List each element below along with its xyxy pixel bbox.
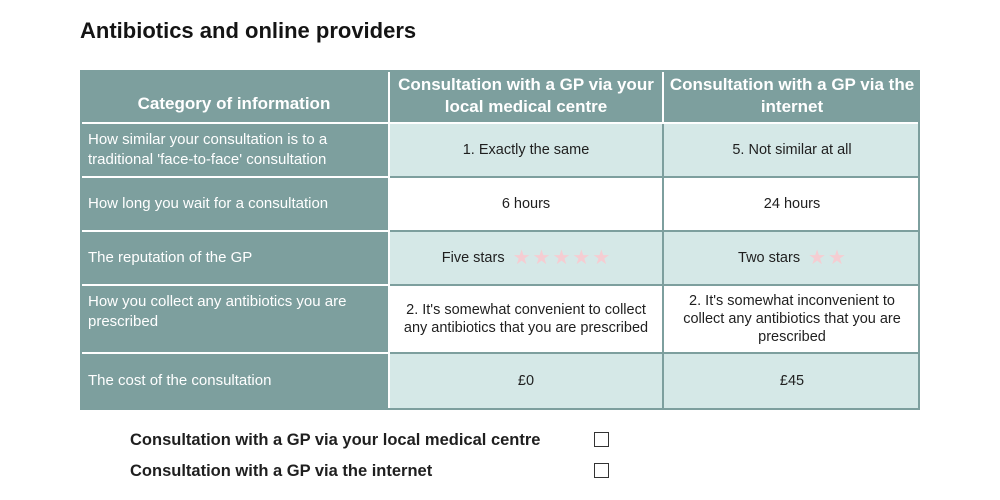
- star-icon: ★: [592, 247, 611, 269]
- checkbox-local-centre[interactable]: [594, 432, 609, 447]
- value-reputation-local: Five stars ★ ★ ★ ★ ★: [390, 232, 664, 286]
- star-rating-internet: ★ ★: [808, 247, 846, 269]
- row-label-reputation: The reputation of the GP: [80, 232, 390, 286]
- row-label-wait: How long you wait for a consultation: [80, 178, 390, 232]
- header-local-centre: Consultation with a GP via your local me…: [390, 70, 664, 124]
- star-icon: ★: [828, 247, 846, 269]
- row-label-similarity: How similar your consultation is to a tr…: [80, 124, 390, 178]
- choice-table: Category of information Consultation wit…: [80, 70, 920, 410]
- value-wait-local: 6 hours: [390, 178, 664, 232]
- star-icon: ★: [572, 247, 591, 269]
- star-icon: ★: [552, 247, 571, 269]
- checkbox-internet[interactable]: [594, 463, 609, 478]
- star-icon: ★: [512, 247, 531, 269]
- star-icon: ★: [808, 247, 827, 269]
- rating-text-internet: Two stars: [738, 250, 801, 266]
- value-similarity-internet: 5. Not similar at all: [664, 124, 920, 178]
- row-label-cost: The cost of the consultation: [80, 354, 390, 408]
- header-internet: Consultation with a GP via the internet: [664, 70, 920, 124]
- choice-label-local-centre: Consultation with a GP via your local me…: [130, 431, 541, 449]
- value-wait-internet: 24 hours: [664, 178, 920, 232]
- page-title: Antibiotics and online providers: [80, 18, 417, 43]
- value-collection-local: 2. It's somewhat convenient to collect a…: [390, 286, 664, 354]
- star-icon: ★: [532, 247, 551, 269]
- value-cost-local: £0: [390, 354, 664, 408]
- star-rating-local: ★ ★ ★ ★ ★: [512, 247, 611, 269]
- value-cost-internet: £45: [664, 354, 920, 408]
- header-category: Category of information: [80, 70, 390, 124]
- row-label-collection: How you collect any antibiotics you are …: [80, 286, 390, 354]
- value-reputation-internet: Two stars ★ ★: [664, 232, 920, 286]
- value-similarity-local: 1. Exactly the same: [390, 124, 664, 178]
- choice-label-internet: Consultation with a GP via the internet: [130, 462, 433, 480]
- value-collection-internet: 2. It's somewhat inconvenient to collect…: [664, 286, 920, 354]
- rating-text-local: Five stars: [441, 250, 505, 266]
